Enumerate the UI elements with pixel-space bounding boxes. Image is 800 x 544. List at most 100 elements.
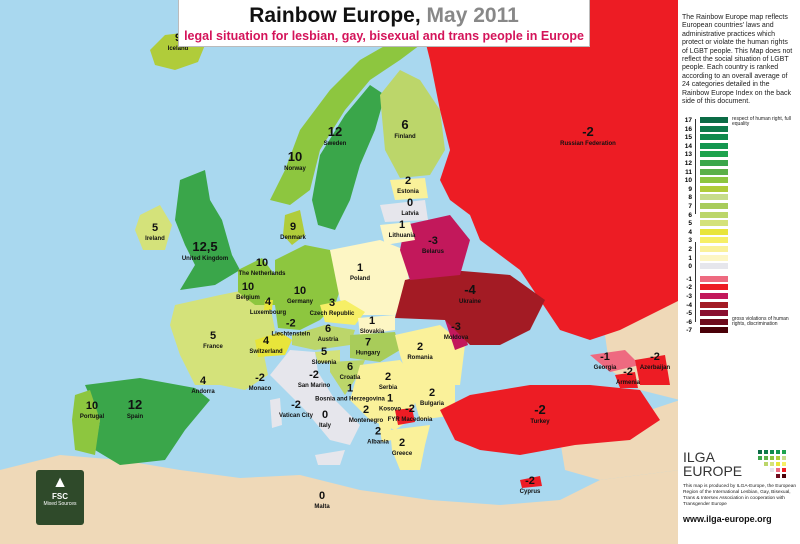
country-benelux[interactable] [238,258,275,305]
country-score: -2 [255,372,265,384]
country-name: France [203,344,223,350]
logo-dot [776,450,780,454]
country-name: Vatican City [279,413,314,419]
country-name: Slovakia [360,329,385,335]
country-latvia[interactable] [380,200,428,222]
country-romania[interactable] [395,325,465,385]
country-portugal[interactable] [72,390,100,455]
country-sweden[interactable] [312,85,385,230]
country-albania[interactable] [378,418,392,442]
country-score: -2 [405,403,415,415]
country-armenia[interactable] [615,372,638,388]
country-name: Germany [287,299,314,305]
country-label: -1 Georgia [594,351,617,371]
logo-dot [764,450,768,454]
legend-value: -6 [686,318,692,326]
country-estonia[interactable] [390,178,428,200]
country-slovenia[interactable] [315,350,340,363]
country-ireland[interactable] [135,205,172,250]
country-label: 2 Greece [392,437,413,457]
legend-row: 5 [678,220,798,227]
country-score: 2 [417,341,423,353]
country-slovakia[interactable] [358,315,395,335]
country-name: Poland [350,276,370,282]
land-africa [0,455,680,544]
country-score: 3 [329,297,335,309]
country-turkey[interactable] [440,385,660,455]
country-name: Lithuania [389,233,416,239]
country-label: 5 France [203,330,223,350]
logo-dot [776,456,780,460]
country-cyprus[interactable] [520,476,542,488]
logo-dot [758,450,762,454]
legend-swatch [700,185,728,192]
country-name: Ukraine [459,299,482,305]
legend-row: 13 [678,151,798,158]
legend-swatch [700,237,728,244]
legend-bottom-note: gross violations of human rights, discri… [732,316,789,327]
country-luxembourg[interactable] [264,300,273,310]
country-score: 5 [321,346,327,358]
legend-row: 10 [678,177,798,184]
country-switzerland[interactable] [255,332,292,357]
country-name: Kosovo [379,407,401,413]
country-italy[interactable] [270,350,360,445]
country-name: Norway [284,166,306,172]
legend-row: 14 [678,142,798,150]
logo-dot [770,468,774,472]
country-spain[interactable] [85,378,210,465]
country-name: Andorra [191,389,215,395]
country-label: 12 Spain [127,397,144,420]
country-score: -2 [582,124,594,139]
legend-row: -6 [678,318,798,326]
country-name: Slovenia [312,360,337,366]
country-lithuania[interactable] [380,222,415,245]
legend-value: 14 [684,142,692,150]
country-score: 0 [322,409,328,421]
country-austria[interactable] [292,325,355,350]
country-sicily[interactable] [315,450,345,465]
country-label: 0 Italy [319,409,332,429]
country-georgia[interactable] [590,350,640,372]
country-greece[interactable] [390,425,430,470]
country-croatia[interactable] [330,360,365,395]
country-czech[interactable] [320,300,365,325]
legend-value: -4 [686,301,692,309]
country-finland[interactable] [380,70,445,178]
country-azerbaijan[interactable] [635,355,670,385]
country-name: Turkey [530,419,550,425]
title-text: Rainbow Europe [249,4,415,27]
country-uk[interactable] [175,170,240,290]
website-link[interactable]: www.ilga-europe.org [683,514,772,524]
legend-swatch [700,228,728,235]
country-norway[interactable] [270,40,420,205]
country-label: 6 Croatia [340,361,361,381]
country-label: 2 Bulgaria [420,387,445,407]
country-label: 6 Finland [394,117,416,140]
legend-value: 9 [688,185,692,193]
country-belarus[interactable] [400,215,470,280]
title-date: May 2011 [426,4,519,27]
country-score: 7 [365,337,371,349]
country-france[interactable] [170,290,275,390]
country-sardinia[interactable] [270,398,282,428]
country-hungary[interactable] [350,332,400,362]
fsc-logo: ▲ FSC Mixed Sources [36,470,84,525]
country-score: 10 [288,149,302,164]
legend-value: 1 [688,254,692,262]
country-denmark[interactable] [283,210,305,245]
country-poland[interactable] [330,240,410,315]
legend-swatch [700,246,728,252]
country-ukraine[interactable] [395,270,545,345]
country-score: 1 [347,383,353,395]
country-name: Italy [319,423,332,429]
legend-swatch [700,134,728,141]
country-russia[interactable] [415,0,680,340]
tree-icon: ▲ [52,474,68,491]
country-macedonia[interactable] [395,408,415,425]
country-name: Bosnia and Herzegovina [315,397,385,403]
logo-dot [764,456,768,460]
country-score: -2 [286,318,296,330]
country-name: Belarus [422,249,445,255]
country-label: 5 Ireland [145,222,165,242]
